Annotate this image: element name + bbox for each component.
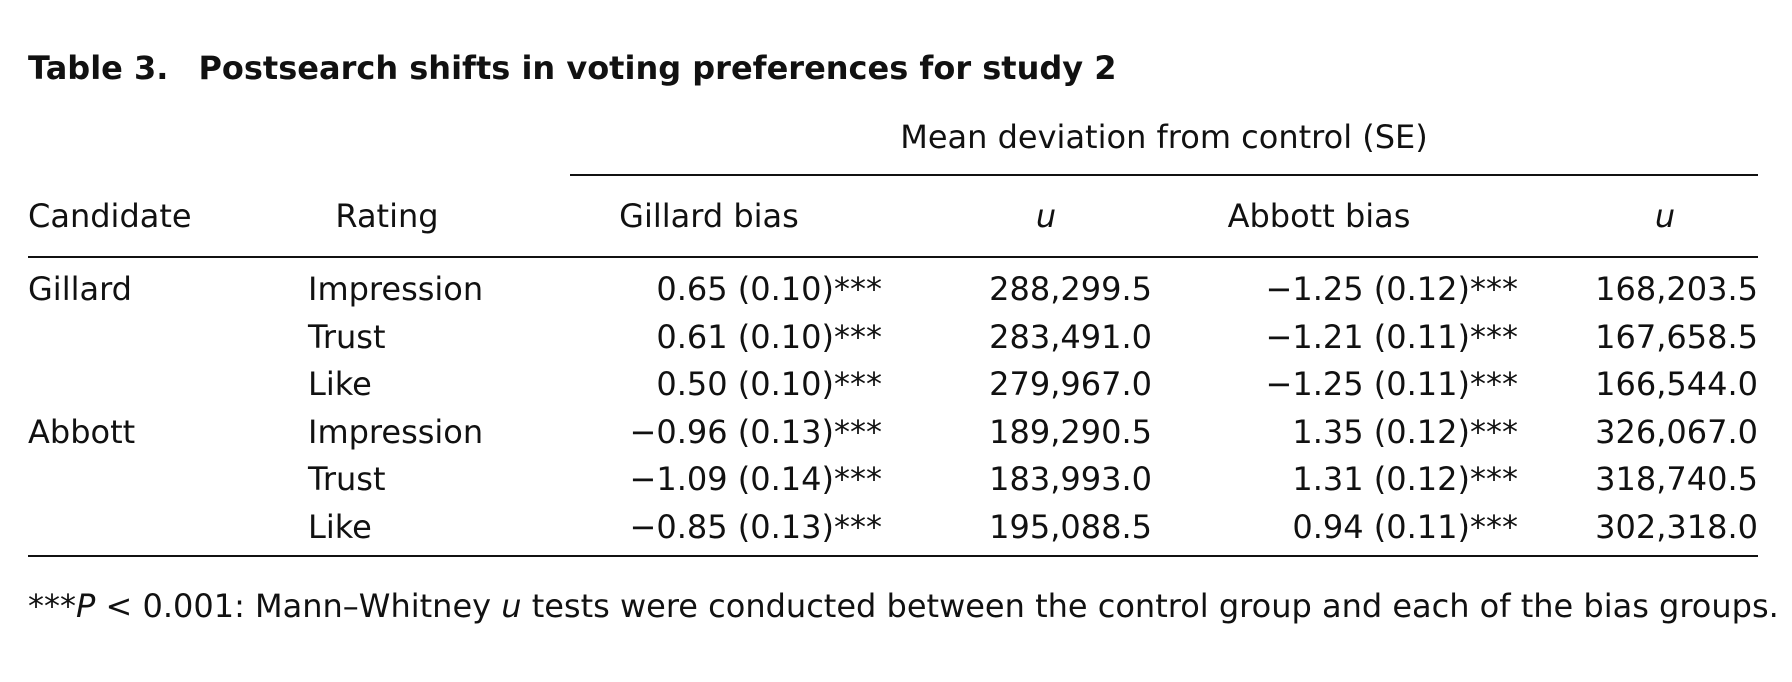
cell-abbott-u: 168,203.5 — [1595, 270, 1758, 308]
spanner-header: Mean deviation from control (SE) — [570, 102, 1758, 176]
cell-gillard-bias: 0.61 (0.10)*** — [656, 317, 882, 356]
cell-gillard-bias: −1.09 (0.14)*** — [629, 460, 882, 498]
table-row: Trust 0.61 (0.10)*** 283,491.0 −1.21 (0.… — [28, 314, 1758, 362]
cell-rating: Impression — [308, 412, 484, 451]
column-header-candidate: Candidate — [28, 175, 308, 258]
footnote-u-symbol: u — [501, 587, 522, 625]
cell-abbott-u: 167,658.5 — [1595, 317, 1758, 356]
table-row: Gillard Impression 0.65 (0.10)*** 288,29… — [28, 257, 1758, 314]
footnote-p-symbol: P — [76, 587, 96, 625]
column-header-rating: Rating — [308, 175, 570, 258]
table-row: Like 0.50 (0.10)*** 279,967.0 −1.25 (0.1… — [28, 361, 1758, 409]
cell-rating: Trust — [308, 317, 386, 356]
footnote-stars: *** — [28, 587, 76, 625]
cell-rating: Trust — [308, 460, 386, 498]
cell-candidate — [28, 361, 308, 409]
cell-gillard-bias: −0.85 (0.13)*** — [570, 503, 882, 557]
cell-abbott-bias: −1.25 (0.12)*** — [1265, 270, 1518, 308]
cell-gillard-bias: 0.50 (0.10)*** — [656, 365, 882, 403]
column-header-abbott-bias: Abbott bias — [1152, 175, 1518, 258]
table-label: Table 3. — [28, 49, 169, 87]
cell-candidate — [28, 314, 308, 362]
cell-abbott-u: 302,318.0 — [1518, 503, 1758, 557]
cell-candidate — [28, 503, 308, 557]
table-caption: Table 3. Postsearch shifts in voting pref… — [28, 48, 1117, 88]
table-title: Postsearch shifts in voting preferences … — [198, 49, 1117, 87]
cell-gillard-u: 288,299.5 — [989, 270, 1152, 308]
table-row: Abbott Impression −0.96 (0.13)*** 189,29… — [28, 409, 1758, 457]
spanner-row: Mean deviation from control (SE) — [28, 102, 1758, 176]
cell-rating: Like — [308, 503, 570, 557]
column-header-gillard-bias: Gillard bias — [570, 175, 882, 258]
cell-rating: Impression — [308, 270, 484, 308]
cell-gillard-bias: 0.65 (0.10)*** — [656, 270, 882, 308]
cell-abbott-bias: −1.21 (0.11)*** — [1265, 317, 1518, 356]
table-row: Like −0.85 (0.13)*** 195,088.5 0.94 (0.1… — [28, 503, 1758, 557]
cell-abbott-bias: 1.35 (0.12)*** — [1292, 412, 1518, 451]
cell-abbott-u: 318,740.5 — [1595, 460, 1758, 498]
footnote-threshold: < 0.001: Mann–Whitney — [95, 587, 502, 625]
cell-gillard-u: 189,290.5 — [989, 412, 1152, 451]
table-footnote: ***P < 0.001: Mann–Whitney u tests were … — [28, 586, 1779, 626]
column-header-gillard-u: u — [882, 175, 1152, 258]
cell-abbott-u: 326,067.0 — [1595, 412, 1758, 451]
cell-candidate: Abbott — [28, 412, 136, 451]
cell-abbott-bias: 0.94 (0.11)*** — [1152, 503, 1518, 557]
cell-abbott-u: 166,544.0 — [1595, 365, 1758, 403]
table-row: Trust −1.09 (0.14)*** 183,993.0 1.31 (0.… — [28, 456, 1758, 504]
results-table: Mean deviation from control (SE) Candida… — [28, 102, 1758, 557]
column-header-row: Candidate Rating Gillard bias u Abbott b… — [28, 175, 1758, 258]
footnote-text: tests were conducted between the control… — [521, 587, 1779, 625]
column-header-abbott-u: u — [1518, 175, 1758, 258]
paper-page: Table 3. Postsearch shifts in voting pref… — [28, 0, 1779, 682]
cell-gillard-u: 283,491.0 — [989, 317, 1152, 356]
cell-abbott-bias: −1.25 (0.11)*** — [1265, 365, 1518, 403]
cell-gillard-u: 279,967.0 — [989, 365, 1152, 403]
cell-gillard-u: 195,088.5 — [882, 503, 1152, 557]
cell-abbott-bias: 1.31 (0.12)*** — [1292, 460, 1518, 498]
cell-candidate — [28, 456, 308, 504]
cell-candidate: Gillard — [28, 270, 132, 308]
cell-gillard-bias: −0.96 (0.13)*** — [629, 412, 882, 451]
cell-rating: Like — [308, 365, 372, 403]
cell-gillard-u: 183,993.0 — [989, 460, 1152, 498]
